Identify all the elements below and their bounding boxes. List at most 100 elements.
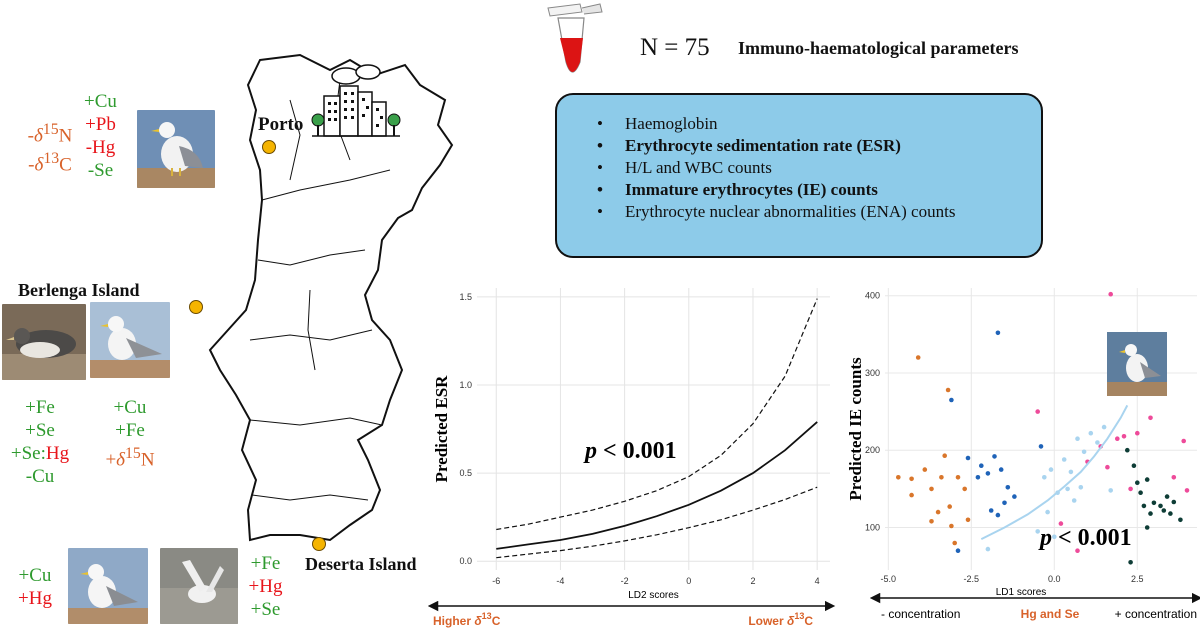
ie-data-point [1061,457,1067,462]
ie-data-point [992,454,997,459]
ie-data-point [1108,488,1113,493]
ie-data-point [1071,498,1077,503]
ie-data-point [1171,475,1177,480]
ie-data-point [955,548,961,553]
blood-tube-icon [547,3,603,73]
berlenga-left-item: +Se:Hg [5,442,75,465]
ie-data-point [909,476,914,482]
ie-data-point [945,387,951,393]
ie-gull-photo [1107,332,1167,396]
esr-y-tick-label: 0.0 [459,556,472,566]
ie-data-point [1108,291,1113,297]
ie-data-point [1058,521,1064,526]
parameters-list: Haemoglobin Erythrocyte sedimentation ra… [557,95,1041,223]
berlenga-label: Berlenga Island [18,280,140,300]
portugal-map [208,53,454,542]
esr-y-tick-label: 1.5 [459,292,472,302]
ie-data-point [935,509,941,515]
esr-x-tick-label: 2 [750,576,755,586]
ie-data-point [985,546,991,552]
ie-data-point [942,453,947,458]
ie-data-point [1081,449,1087,455]
berlenga-gull-photo [90,302,170,378]
deserta-gull-photo [68,548,148,624]
porto-right-list: +Cu +Pb -Hg -Se [68,90,133,182]
ie-y-tick-label: 400 [865,291,880,301]
ie-data-point [1095,440,1100,445]
porto-label: Porto [258,114,304,135]
ie-data-point [1121,434,1127,439]
ie-data-point [1005,485,1011,490]
ie-data-point [1125,447,1130,453]
ie-data-point [965,455,971,461]
ie-chart: -5.0 -2.5 0.0 2.5 100 200 300 400 LD1 scores Pred… [846,288,1200,621]
ie-x-tick-label: -2.5 [964,574,980,584]
ie-data-point [939,475,944,480]
ie-data-point [1135,480,1140,485]
ie-data-point [1012,494,1017,499]
se-hg-part-se: +Se: [10,443,46,464]
ie-data-point [979,463,984,468]
esr-fit-line [496,421,818,550]
esr-y-tick-label: 1.0 [459,380,472,390]
esr-p-value: p < 0.001 [583,438,677,464]
esr-x-axis-label: LD2 scores [628,590,679,601]
ie-data-point [965,517,971,523]
ie-data-point [1128,486,1133,492]
ie-data-point [915,355,921,360]
deserta-left-list: +Cu +Hg [5,564,65,610]
flying-gull-photo [160,548,238,624]
ie-data-point [929,486,934,492]
ie-data-point [1042,475,1047,480]
berlenga-right-item: +δ15N [105,445,155,471]
ie-x-tick-label: 2.5 [1131,574,1144,584]
ie-data-point [962,486,967,492]
ie-data-point [1052,534,1057,540]
esr-gradient-left-label: Higher δ13C [433,611,501,628]
ie-data-point [909,492,914,498]
sample-size: N = 75 [640,34,710,61]
ie-data-point [1002,500,1007,506]
ie-data-point [1141,503,1147,509]
esr-gradient-right-label: Lower δ13C [748,611,813,628]
berlenga-marker [189,300,203,314]
berlenga-right-list: +Cu +Fe +δ15N [95,396,165,471]
ie-data-point [985,471,991,476]
porto-right-item: +Pb [85,114,116,135]
ie-data-point [1171,499,1177,505]
esr-x-tick-label: 4 [815,576,820,586]
ie-data-point [1068,469,1074,475]
ie-data-point [1115,436,1120,441]
ie-data-point [1101,424,1107,430]
se-hg-part-hg: Hg [45,443,70,464]
ie-data-point [1158,503,1163,509]
porto-left-item: -δ15N [27,121,73,147]
ie-y-tick-label: 300 [865,368,880,378]
city-buildings-icon [311,64,401,137]
ie-data-point [1038,444,1044,449]
ie-data-point [1161,508,1167,513]
esr-y-tick-label: 0.5 [459,468,472,478]
ie-data-point [896,475,901,480]
ie-data-point [1035,529,1040,534]
ie-gradient-right-label: + concentration [1115,607,1197,621]
ie-data-point [1128,560,1133,565]
ie-data-point [975,475,981,480]
porto-marker [262,140,276,154]
berlenga-left-item: -Cu [25,466,55,487]
parameter-item: Erythrocyte sedimentation rate (ESR) [597,135,1041,157]
parameter-item: Haemoglobin [597,113,1041,135]
ie-data-point [995,512,1001,518]
ie-data-point [1178,517,1183,523]
berlenga-left-item: +Se [25,420,55,441]
berlenga-left-item: +Fe [25,397,55,418]
berlenga-right-item: +Fe [115,420,145,441]
ie-data-point [1138,490,1143,495]
ie-x-tick-label: 0.0 [1048,574,1061,584]
parameter-item: Erythrocyte nuclear abnormalities (ENA) … [597,201,1041,223]
deserta-right-list: +Fe +Hg +Se [238,552,293,621]
porto-left-list: -δ15N -δ13C [15,118,85,177]
parameter-item: Immature erythrocytes (IE) counts [597,179,1041,201]
esr-chart: -6 -4 -2 0 2 4 0.0 0.5 1.0 1.5 LD2 scores Predicted… [427,288,836,628]
esr-x-tick-label: -6 [492,576,500,586]
